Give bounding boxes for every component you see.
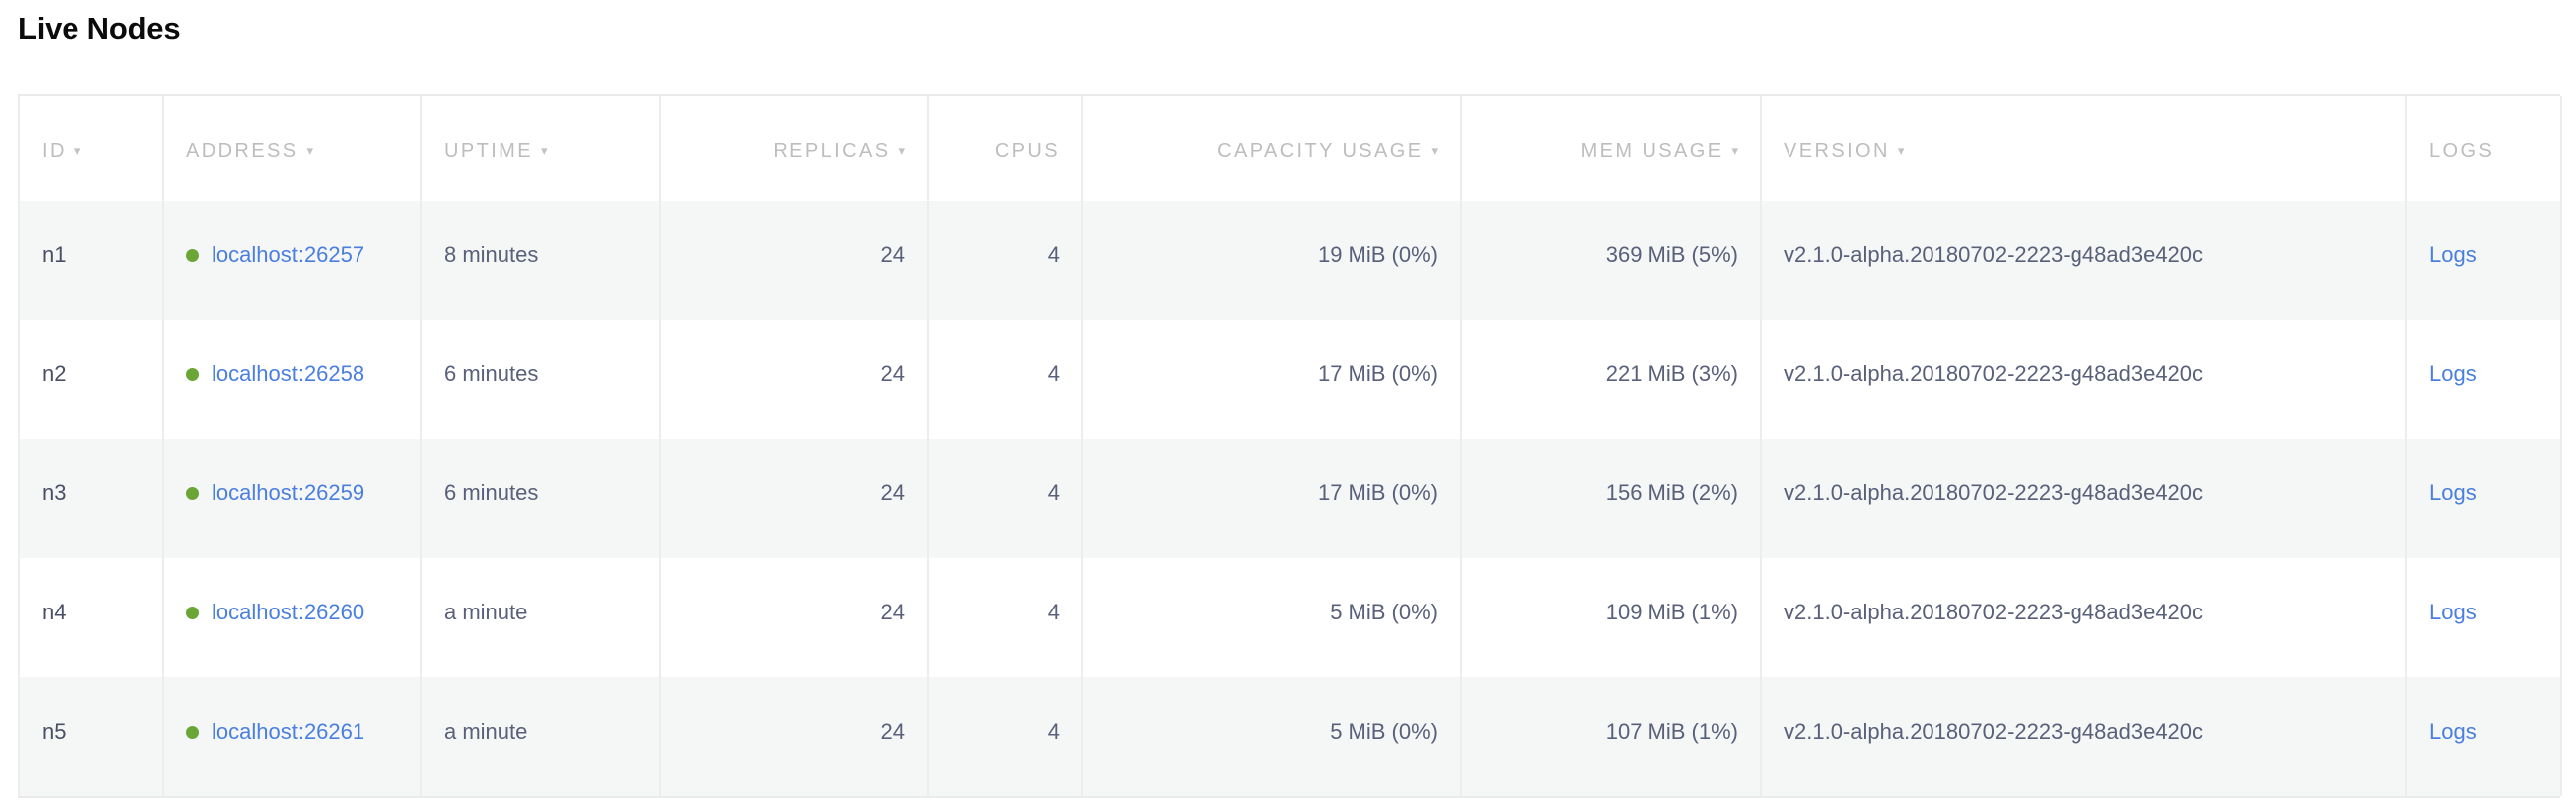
status-dot-icon (186, 368, 199, 381)
cell-logs: Logs (2405, 677, 2562, 796)
column-header-cpus[interactable]: CPUS (927, 96, 1083, 201)
live-nodes-table-container: ID ▾ ADDRESS ▾ UPTIME ▾ (18, 94, 2562, 798)
sort-caret-icon[interactable]: ▾ (73, 143, 81, 158)
cell-mem-usage: 107 MiB (1%) (1460, 677, 1762, 796)
logs-link[interactable]: Logs (2429, 361, 2477, 386)
cell-logs: Logs (2405, 439, 2562, 558)
cell-replicas: 24 (659, 677, 929, 796)
live-nodes-table: ID ▾ ADDRESS ▾ UPTIME ▾ (18, 96, 2562, 796)
cell-id: n3 (18, 439, 164, 558)
cell-address: localhost:26258 (162, 320, 422, 439)
column-header-uptime-label: UPTIME (444, 140, 533, 162)
column-header-address[interactable]: ADDRESS ▾ (162, 96, 422, 201)
cell-version: v2.1.0-alpha.20180702-2223-g48ad3e420c (1760, 201, 2407, 320)
cell-version: v2.1.0-alpha.20180702-2223-g48ad3e420c (1760, 677, 2407, 796)
sort-caret-icon[interactable]: ▾ (1897, 143, 1905, 158)
logs-link[interactable]: Logs (2429, 600, 2477, 624)
table-row: n5 localhost:26261 a minute 24 4 5 MiB (… (18, 677, 2562, 796)
cell-capacity-usage: 5 MiB (0%) (1081, 677, 1462, 796)
cell-mem-usage: 221 MiB (3%) (1460, 320, 1762, 439)
cell-address: localhost:26257 (162, 201, 422, 320)
cell-logs: Logs (2405, 558, 2562, 677)
cell-id: n1 (18, 201, 164, 320)
cell-id: n5 (18, 677, 164, 796)
cell-replicas: 24 (659, 201, 929, 320)
cell-id: n4 (18, 558, 164, 677)
cell-uptime: 8 minutes (420, 201, 661, 320)
column-header-address-label: ADDRESS (186, 140, 299, 162)
cell-cpus: 4 (927, 558, 1083, 677)
cell-uptime: 6 minutes (420, 320, 661, 439)
column-header-mem-usage-label: MEM USAGE (1580, 140, 1724, 162)
cell-replicas: 24 (659, 320, 929, 439)
column-header-capacity-usage-label: CAPACITY USAGE (1217, 140, 1424, 162)
table-row: n3 localhost:26259 6 minutes 24 4 17 MiB… (18, 439, 2562, 558)
status-dot-icon (186, 249, 199, 262)
cell-uptime: a minute (420, 677, 661, 796)
sort-caret-icon[interactable]: ▾ (540, 143, 548, 158)
column-header-uptime[interactable]: UPTIME ▾ (420, 96, 661, 201)
column-header-version-label: VERSION (1784, 140, 1890, 162)
cell-cpus: 4 (927, 201, 1083, 320)
table-row: n1 localhost:26257 8 minutes 24 4 19 MiB… (18, 201, 2562, 320)
cell-cpus: 4 (927, 677, 1083, 796)
cell-capacity-usage: 5 MiB (0%) (1081, 558, 1462, 677)
column-header-logs-label: LOGS (2429, 140, 2495, 162)
node-address-link[interactable]: localhost:26260 (212, 600, 365, 624)
sort-caret-icon[interactable]: ▾ (1431, 143, 1438, 158)
column-header-replicas-label: REPLICAS (773, 140, 891, 162)
column-header-id-label: ID (42, 140, 67, 162)
node-address-link[interactable]: localhost:26259 (212, 480, 365, 505)
cell-capacity-usage: 17 MiB (0%) (1081, 439, 1462, 558)
cell-logs: Logs (2405, 201, 2562, 320)
sort-caret-icon[interactable]: ▾ (898, 143, 905, 158)
cell-version: v2.1.0-alpha.20180702-2223-g48ad3e420c (1760, 320, 2407, 439)
table-header: ID ▾ ADDRESS ▾ UPTIME ▾ (18, 96, 2562, 201)
cell-uptime: 6 minutes (420, 439, 661, 558)
table-row: n2 localhost:26258 6 minutes 24 4 17 MiB… (18, 320, 2562, 439)
cell-replicas: 24 (659, 439, 929, 558)
cell-capacity-usage: 17 MiB (0%) (1081, 320, 1462, 439)
cell-cpus: 4 (927, 439, 1083, 558)
cell-address: localhost:26259 (162, 439, 422, 558)
cell-capacity-usage: 19 MiB (0%) (1081, 201, 1462, 320)
logs-link[interactable]: Logs (2429, 719, 2477, 744)
table-header-row: ID ▾ ADDRESS ▾ UPTIME ▾ (18, 96, 2562, 201)
cell-cpus: 4 (927, 320, 1083, 439)
cell-id: n2 (18, 320, 164, 439)
cell-mem-usage: 369 MiB (5%) (1460, 201, 1762, 320)
status-dot-icon (186, 726, 199, 739)
column-header-replicas[interactable]: REPLICAS ▾ (659, 96, 929, 201)
column-header-logs: LOGS (2405, 96, 2562, 201)
column-header-capacity-usage[interactable]: CAPACITY USAGE ▾ (1081, 96, 1462, 201)
status-dot-icon (186, 607, 199, 619)
sort-caret-icon[interactable]: ▾ (306, 143, 314, 158)
logs-link[interactable]: Logs (2429, 480, 2477, 505)
cell-logs: Logs (2405, 320, 2562, 439)
node-address-link[interactable]: localhost:26257 (212, 242, 365, 267)
table-body: n1 localhost:26257 8 minutes 24 4 19 MiB… (18, 201, 2562, 796)
column-header-version[interactable]: VERSION ▾ (1760, 96, 2407, 201)
status-dot-icon (186, 487, 199, 500)
cell-replicas: 24 (659, 558, 929, 677)
column-header-mem-usage[interactable]: MEM USAGE ▾ (1460, 96, 1762, 201)
table-row: n4 localhost:26260 a minute 24 4 5 MiB (… (18, 558, 2562, 677)
cell-address: localhost:26260 (162, 558, 422, 677)
cell-address: localhost:26261 (162, 677, 422, 796)
cell-uptime: a minute (420, 558, 661, 677)
logs-link[interactable]: Logs (2429, 242, 2477, 267)
cell-version: v2.1.0-alpha.20180702-2223-g48ad3e420c (1760, 439, 2407, 558)
node-address-link[interactable]: localhost:26261 (212, 719, 365, 744)
column-header-id[interactable]: ID ▾ (18, 96, 164, 201)
node-address-link[interactable]: localhost:26258 (212, 361, 365, 386)
column-header-cpus-label: CPUS (994, 140, 1060, 162)
cell-mem-usage: 156 MiB (2%) (1460, 439, 1762, 558)
page-title: Live Nodes (18, 11, 181, 46)
cell-mem-usage: 109 MiB (1%) (1460, 558, 1762, 677)
sort-caret-icon[interactable]: ▾ (1731, 143, 1738, 158)
cell-version: v2.1.0-alpha.20180702-2223-g48ad3e420c (1760, 558, 2407, 677)
